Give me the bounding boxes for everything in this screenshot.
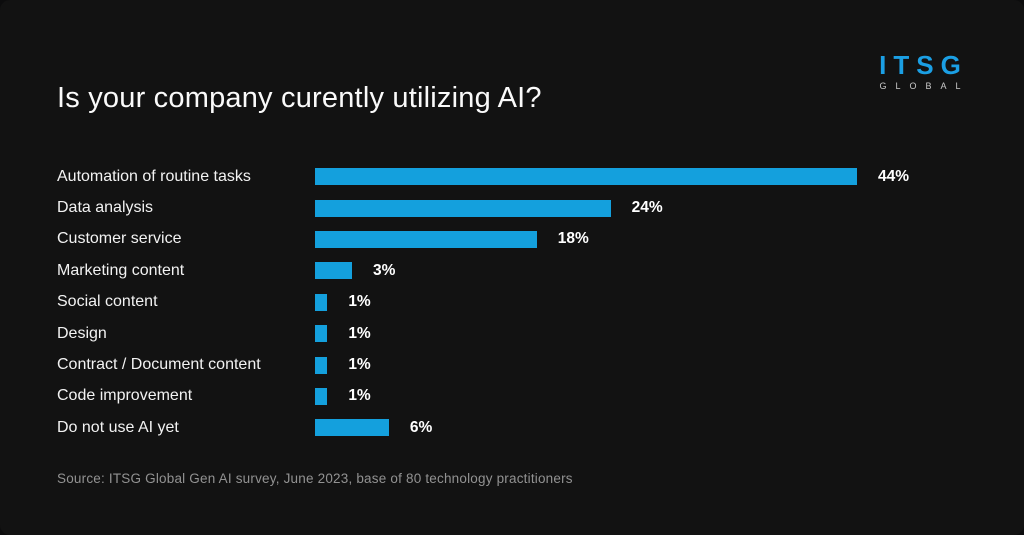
value-label: 1% xyxy=(348,356,371,374)
category-label: Social content xyxy=(57,293,158,311)
chart-row: Design 1% xyxy=(57,318,987,349)
source-note: Source: ITSG Global Gen AI survey, June … xyxy=(57,471,573,486)
chart-row: Contract / Document content 1% xyxy=(57,349,987,380)
category-label: Customer service xyxy=(57,230,182,248)
bar xyxy=(315,168,857,186)
chart-row: Code improvement 1% xyxy=(57,381,987,412)
category-label: Marketing content xyxy=(57,261,185,279)
value-label: 1% xyxy=(348,293,371,311)
logo-sub-text: GLOBAL xyxy=(879,81,970,91)
value-label: 1% xyxy=(348,324,371,342)
chart-row: Social content 1% xyxy=(57,287,987,318)
chart-title: Is your company curently utilizing AI? xyxy=(57,82,542,114)
category-label: Automation of routine tasks xyxy=(57,167,251,185)
bar-chart: Automation of routine tasks 44% Data ana… xyxy=(57,161,987,444)
bar xyxy=(315,356,328,374)
logo-main-text: ITSG xyxy=(879,50,968,80)
value-label: 1% xyxy=(348,387,371,405)
chart-row: Automation of routine tasks 44% xyxy=(57,161,987,192)
bar xyxy=(315,325,328,343)
category-label: Code improvement xyxy=(57,387,193,405)
bar xyxy=(315,199,611,217)
bar xyxy=(315,293,328,311)
bar xyxy=(315,419,389,437)
bar xyxy=(315,262,352,280)
value-label: 18% xyxy=(557,230,589,248)
bar xyxy=(315,230,537,248)
chart-row: Marketing content 3% xyxy=(57,255,987,286)
category-label: Do not use AI yet xyxy=(57,418,179,436)
chart-row: Do not use AI yet 6% xyxy=(57,412,987,443)
category-label: Data analysis xyxy=(57,199,154,217)
itsg-global-logo: ITSG GLOBAL xyxy=(870,52,970,91)
chart-row: Data analysis 24% xyxy=(57,192,987,223)
value-label: 44% xyxy=(878,167,910,185)
category-label: Contract / Document content xyxy=(57,356,261,374)
value-label: 3% xyxy=(372,261,396,279)
bar xyxy=(315,387,328,405)
value-label: 24% xyxy=(631,199,663,217)
value-label: 6% xyxy=(409,418,433,436)
chart-row: Customer service 18% xyxy=(57,224,987,255)
category-label: Design xyxy=(57,324,107,342)
